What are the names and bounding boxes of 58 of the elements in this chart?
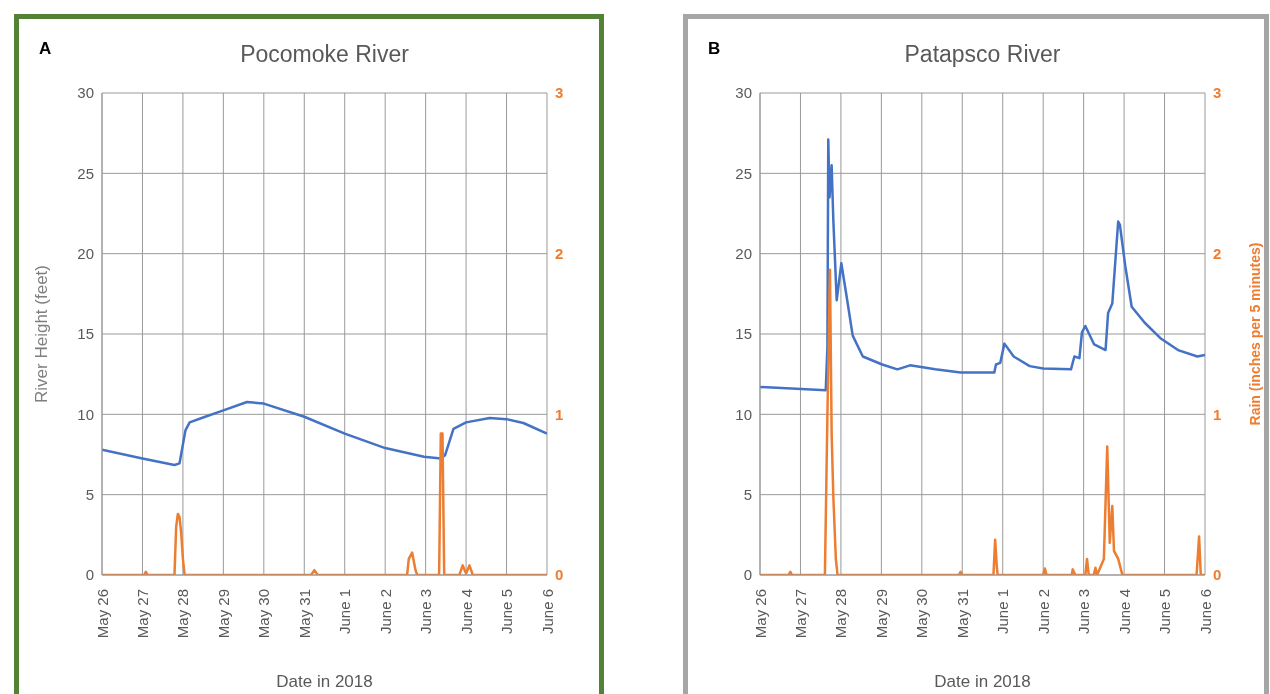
x-tick-label: June 4: [1115, 589, 1133, 635]
y2-tick-label: 3: [555, 84, 564, 102]
text: B: [708, 39, 721, 59]
x-tick-label: June 5: [498, 589, 516, 635]
panel-frame: A Pocomoke River May 26 May 27 May 28 May 29 May 30 May 31 June 1 June 2 June 3 June 4 June 5 June 6 Date in 2018 0 5 10 15 20 25 30 River Height (feet) 0 1 2 3: [14, 14, 604, 694]
y2-tick-label: 3: [1213, 84, 1222, 102]
y-tick-label: 25: [735, 164, 752, 182]
y-tick-label: 20: [77, 244, 94, 262]
line-series: [102, 400, 547, 467]
x-tick-label: May 28: [174, 589, 192, 639]
x-tick-label: May 27: [791, 589, 809, 639]
y-tick-label: 25: [77, 164, 94, 182]
x-tick-label: May 26: [93, 589, 111, 639]
x-tick-label: May 29: [214, 589, 232, 639]
x-tick-label: June 1: [336, 589, 354, 635]
x-tick-label: May 31: [295, 589, 313, 639]
y2-tick-label: 0: [1213, 566, 1222, 584]
y2-tick-label: 2: [555, 244, 564, 262]
y-tick-label: 15: [77, 325, 94, 343]
y-tick-label: 5: [85, 485, 94, 503]
y-tick-label: 5: [743, 485, 752, 503]
y-tick-label: 20: [735, 244, 752, 262]
x-tick-label: May 30: [255, 589, 273, 639]
x-tick-label: May 27: [133, 589, 151, 639]
y2-tick-label: 2: [1213, 244, 1222, 262]
chart-title: Pocomoke River: [239, 41, 410, 68]
x-tick-label: June 6: [1196, 589, 1214, 635]
x-tick-label: June 2: [376, 589, 394, 635]
x-tick-label: June 3: [1075, 589, 1093, 635]
x-axis-title: Date in 2018: [276, 672, 373, 691]
y2-tick-label: 1: [555, 405, 564, 423]
y-tick-label: 10: [735, 405, 752, 423]
y-tick-label: 10: [77, 405, 94, 423]
panel-frame: B Patapsco River May 26 May 27 May 28 May 29 May 30 May 31 June 1 June 2 June 3 June 4 June 5 June 6 Date in 2018 0 5 10 15 20 25 30 0 1 2 3 Rain (inches per 5 minutes): [683, 14, 1269, 694]
x-tick-label: June 3: [417, 589, 435, 635]
chart-title: Patapsco River: [903, 41, 1062, 68]
y-tick-label: 0: [743, 566, 752, 584]
x-tick-label: May 30: [913, 589, 931, 639]
x-tick-label: June 5: [1156, 589, 1174, 635]
x-tick-label: June 6: [538, 589, 556, 635]
x-tick-label: May 26: [751, 589, 769, 639]
x-tick-label: June 1: [994, 589, 1012, 635]
y-tick-label: 30: [735, 84, 752, 102]
y-tick-label: 15: [735, 325, 752, 343]
x-axis-title: Date in 2018: [934, 672, 1031, 691]
x-tick-label: May 28: [832, 589, 850, 639]
y-tick-label: 0: [85, 566, 94, 584]
x-tick-label: May 31: [953, 589, 971, 639]
line-series: [760, 138, 1205, 392]
x-tick-label: June 4: [457, 589, 475, 635]
y2-axis-title: Rain (inches per 5 minutes): [1246, 242, 1263, 426]
y2-tick-label: 0: [555, 566, 564, 584]
x-tick-label: May 29: [872, 589, 890, 639]
y-tick-label: 30: [77, 84, 94, 102]
y-axis-title: River Height (feet): [32, 265, 52, 403]
text: A: [39, 39, 52, 59]
y2-tick-label: 1: [1213, 405, 1222, 423]
x-tick-label: June 2: [1034, 589, 1052, 635]
